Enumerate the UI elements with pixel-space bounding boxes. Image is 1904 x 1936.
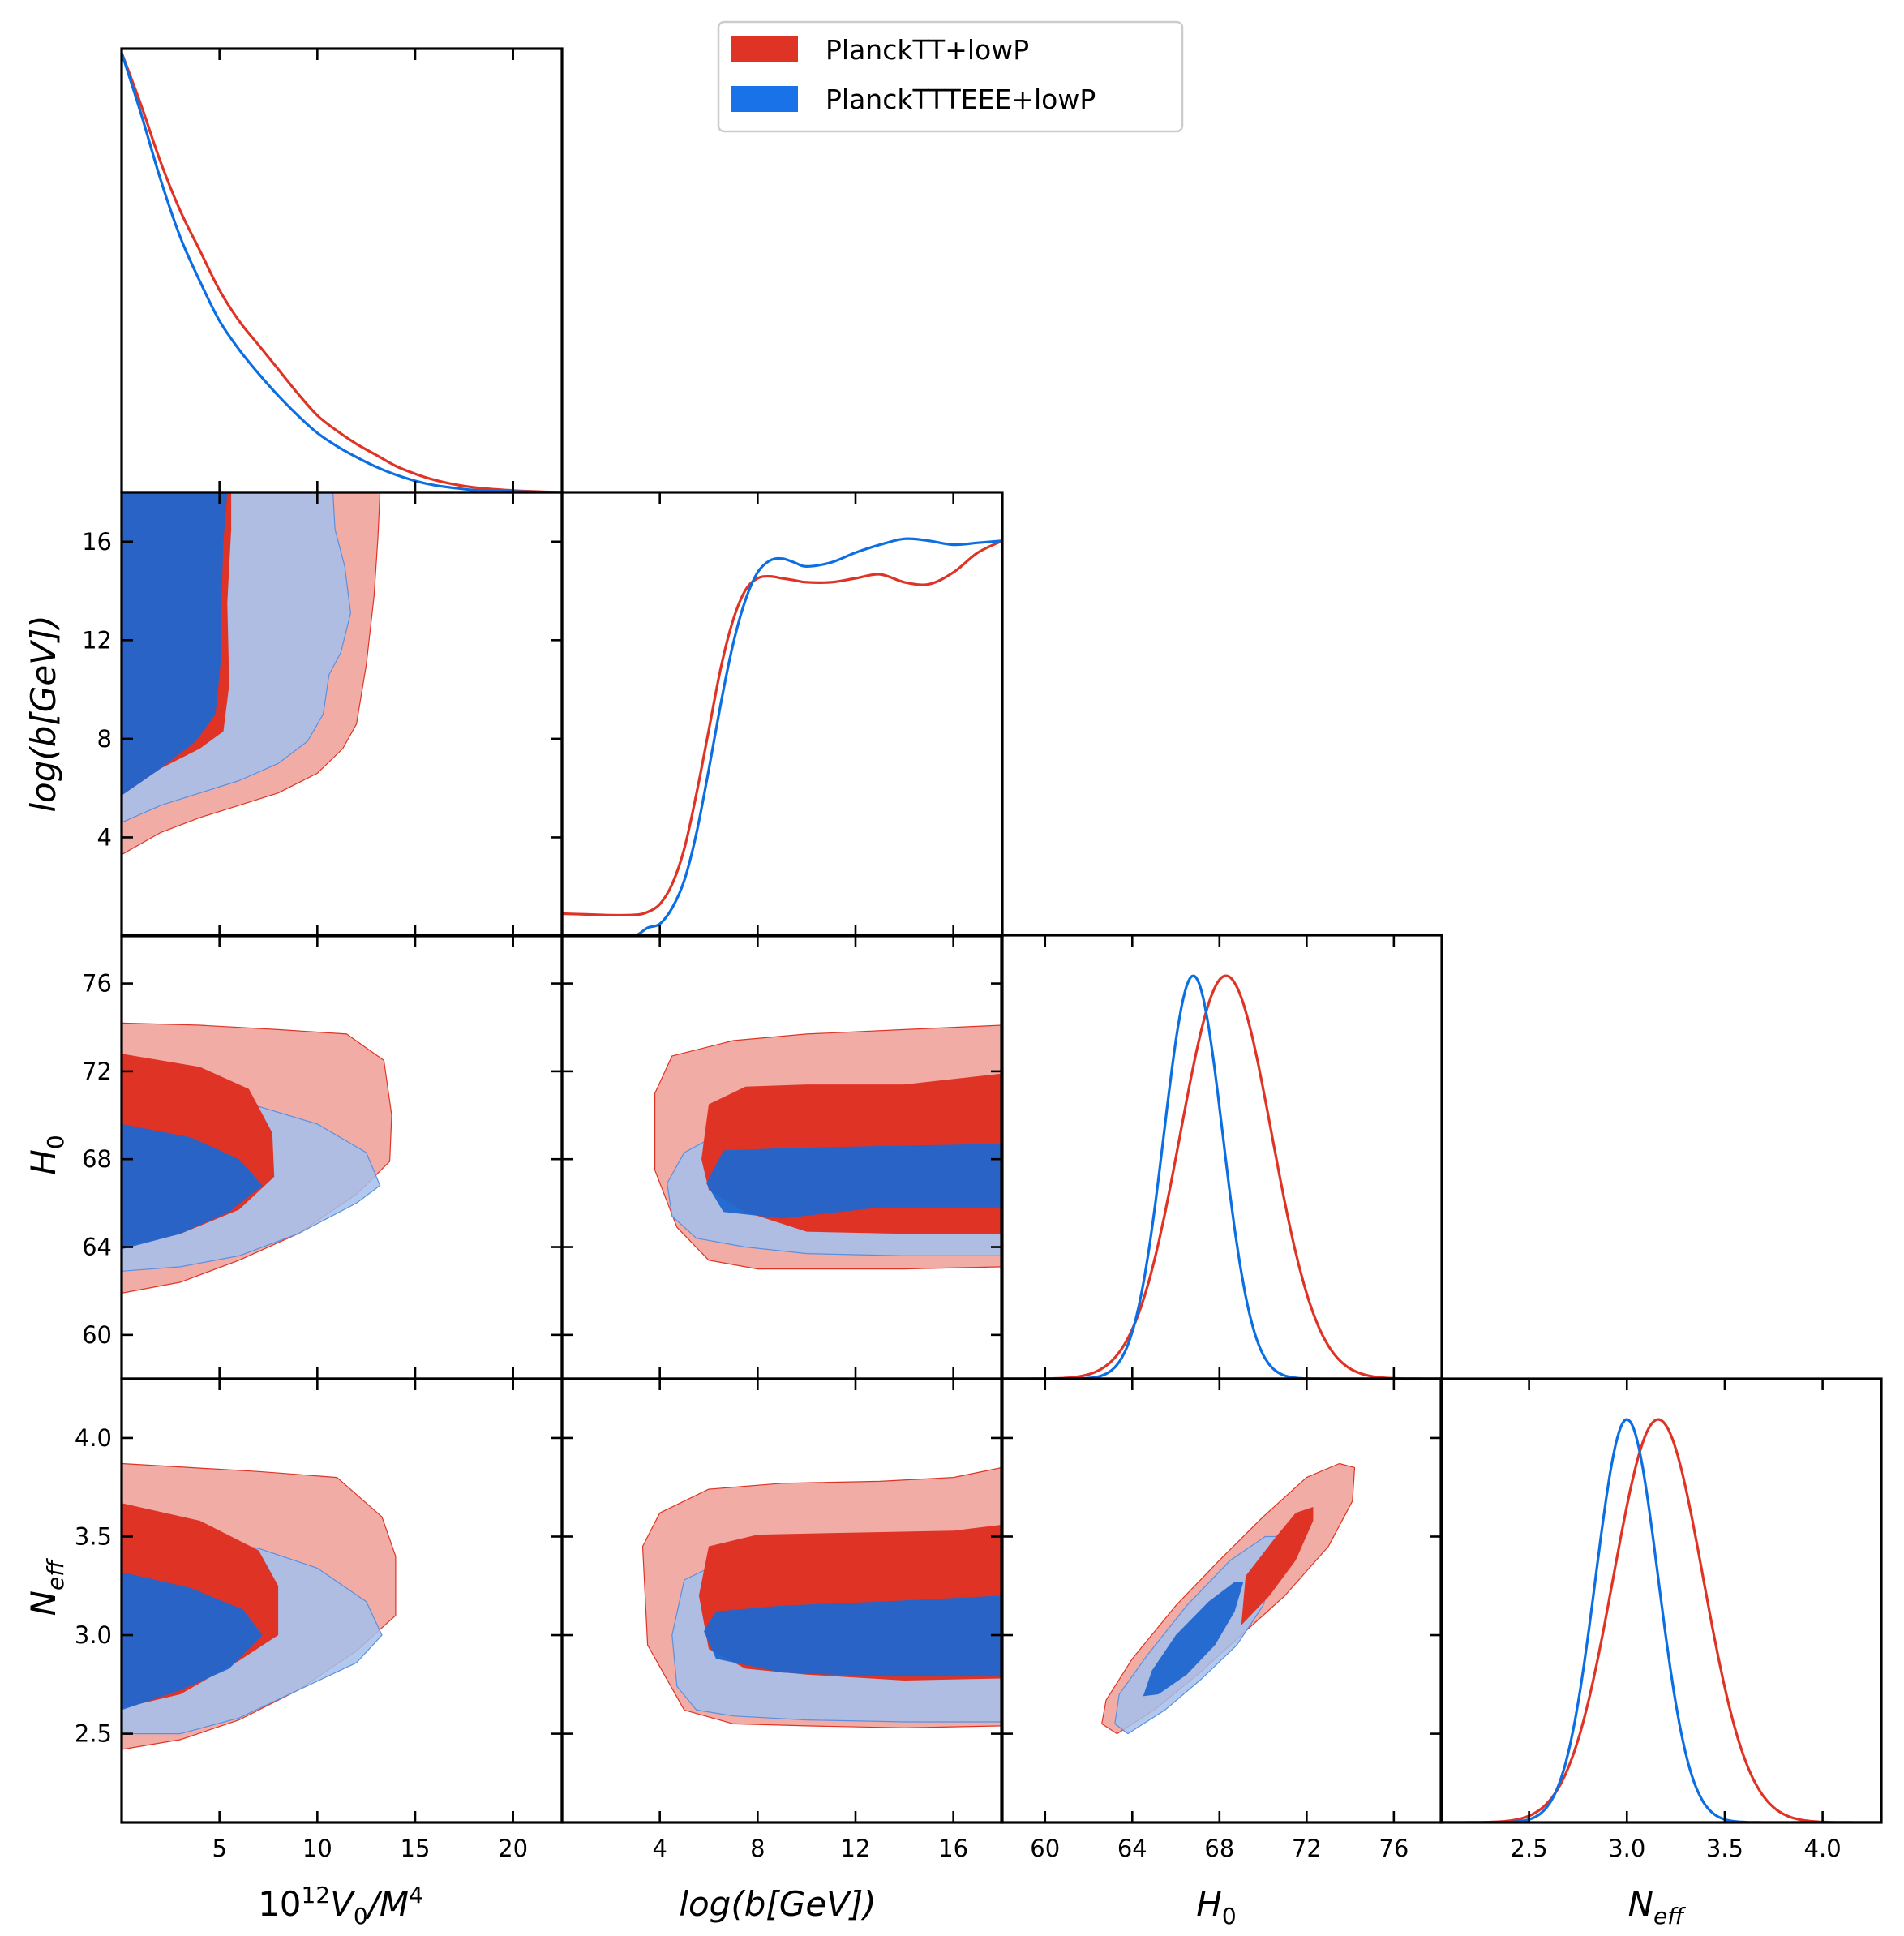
- marginal-Neff: [1441, 1418, 1881, 1822]
- y-tick-label-logb: 8: [97, 725, 112, 753]
- marginal-line-H0-plancktt-lowp: [1001, 974, 1442, 1379]
- contour-V0_H0-planckttteee-lowp-inner: [122, 1123, 263, 1250]
- marginal-line-logb-plancktt-lowp: [562, 539, 1002, 917]
- x-tick-label-H0: 76: [1379, 1835, 1409, 1862]
- panel-frames: [120, 47, 1883, 1824]
- panel-logb_Neff: [641, 1466, 1002, 1728]
- x-tick-label-Neff: 3.0: [1608, 1835, 1645, 1862]
- x-tick-label-logb: 4: [652, 1835, 667, 1862]
- contour-H0_Neff-planckttteee-lowp-inner: [1143, 1582, 1244, 1697]
- x-tick-label-Neff: 4.0: [1804, 1835, 1842, 1862]
- legend-label-planck-ttteee: PlanckTTTEEE+lowP: [825, 84, 1096, 115]
- y-tick-label-Neff: 4.0: [75, 1424, 112, 1452]
- marginal-logb: [562, 537, 1002, 936]
- marginal-line-logb-planckttteee-lowp: [631, 537, 1002, 936]
- y-tick-label-H0: 72: [82, 1058, 112, 1085]
- y-tick-label-logb: 16: [82, 528, 112, 556]
- xlabel-neff: Neff: [1628, 1884, 1687, 1930]
- panel-V0_logb: [122, 492, 381, 856]
- legend-frame: [717, 20, 1184, 133]
- x-tick-label-H0: 72: [1292, 1835, 1322, 1862]
- panel-H0_Neff: [1101, 1462, 1356, 1735]
- panel-logb_H0: [654, 1024, 1002, 1270]
- panel-frame: [1000, 934, 1443, 1380]
- x-tick-label-V0: 20: [498, 1835, 528, 1862]
- y-tick-label-H0: 60: [82, 1321, 112, 1349]
- y-tick-label-H0: 64: [82, 1234, 112, 1261]
- x-tick-label-Neff: 3.5: [1706, 1835, 1743, 1862]
- marginal-line-V0-planckttteee-lowp: [122, 52, 562, 492]
- legend-swatch-planck-ttteee: [731, 86, 798, 112]
- axes: 5 10 15 20 4 8 12 16 60 64 68 72 76 2.5 3.0 3.5 4.0 4 8 12 1…: [75, 49, 1842, 1862]
- x-tick-label-Neff: 2.5: [1511, 1835, 1548, 1862]
- marginal-H0: [1001, 974, 1442, 1379]
- x-tick-label-logb: 8: [750, 1835, 765, 1862]
- legend: PlanckTT+lowP PlanckTTTEEE+lowP: [717, 20, 1184, 133]
- x-tick-label-V0: 10: [302, 1835, 332, 1862]
- ylabel-neff: Neff: [24, 1558, 69, 1616]
- x-tick-label-logb: 16: [938, 1835, 968, 1862]
- marginal-V0: [122, 52, 562, 492]
- xlabel-logb: log(b[GeV]): [679, 1884, 876, 1924]
- y-tick-label-H0: 76: [82, 970, 112, 998]
- legend-swatch-planck-tt: [731, 36, 798, 62]
- x-tick-label-logb: 12: [841, 1835, 871, 1862]
- y-tick-label-logb: 4: [97, 823, 112, 851]
- y-tick-label-Neff: 3.0: [75, 1621, 112, 1649]
- y-tick-label-Neff: 3.5: [75, 1522, 112, 1550]
- contour-H0_Neff-plancktt-lowp-inner: [1241, 1507, 1314, 1625]
- marginal-line-V0-plancktt-lowp: [122, 52, 562, 492]
- panel-frame: [1439, 1377, 1883, 1824]
- y-tick-label-Neff: 2.5: [75, 1720, 112, 1748]
- x-tick-label-H0: 64: [1117, 1835, 1147, 1862]
- contour-V0_logb-planckttteee-lowp-inner: [122, 492, 228, 796]
- contour-logb_H0-planckttteee-lowp-inner: [706, 1144, 1002, 1219]
- panels: [122, 52, 1881, 1822]
- marginal-line-Neff-planckttteee-lowp: [1441, 1418, 1881, 1822]
- x-tick-label-H0: 68: [1204, 1835, 1234, 1862]
- panel-V0_Neff: [122, 1462, 397, 1750]
- ylabel-logb: log(b[GeV]): [24, 615, 63, 812]
- marginal-line-H0-planckttteee-lowp: [1001, 974, 1442, 1379]
- x-tick-label-H0: 60: [1030, 1835, 1060, 1862]
- y-tick-label-logb: 12: [82, 626, 112, 654]
- xlabel-v0: 1012V0/M4: [258, 1882, 423, 1930]
- ylabel-h0: H0: [24, 1135, 69, 1174]
- x-tick-label-V0: 15: [401, 1835, 431, 1862]
- marginal-line-Neff-plancktt-lowp: [1441, 1418, 1881, 1822]
- contour-logb_Neff-planckttteee-lowp-inner: [704, 1595, 1002, 1677]
- x-tick-label-V0: 5: [212, 1835, 226, 1862]
- y-tick-label-H0: 68: [82, 1145, 112, 1173]
- contour-V0_Neff-planckttteee-lowp-inner: [122, 1572, 263, 1711]
- panel-frame: [120, 47, 564, 494]
- legend-label-planck-tt: PlanckTT+lowP: [825, 34, 1029, 66]
- panel-V0_H0: [122, 1022, 392, 1294]
- xlabel-h0: H0: [1196, 1884, 1236, 1930]
